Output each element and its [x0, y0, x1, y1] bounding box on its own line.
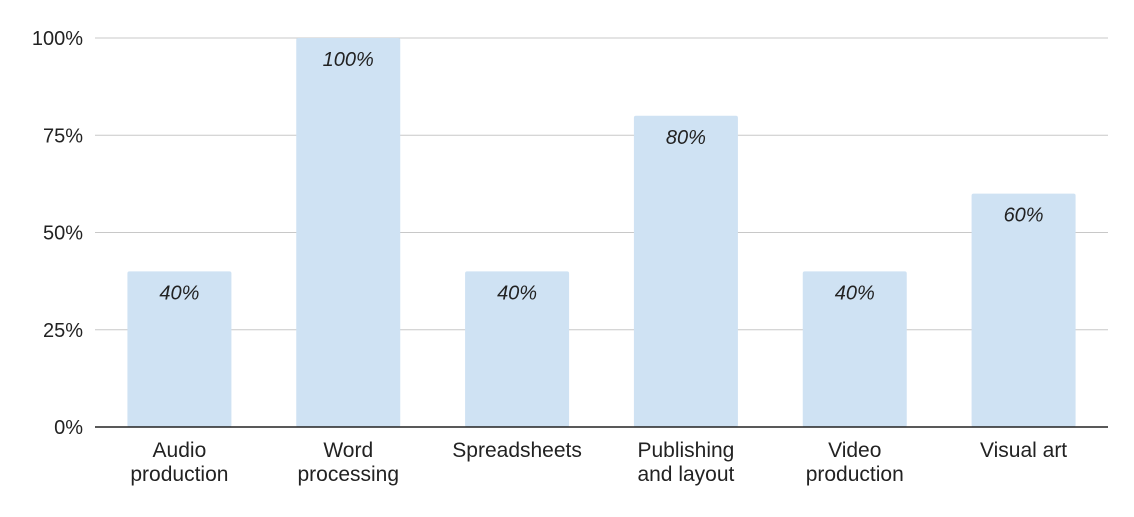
y-tick-label: 100% — [32, 28, 83, 50]
x-category-label-line: Visual art — [980, 439, 1067, 462]
x-category-label: Publishing and layout — [637, 439, 734, 486]
x-category-label-line: and layout — [637, 463, 734, 486]
gridlines — [95, 37, 1108, 331]
bar — [802, 271, 907, 427]
y-axis-tick-labels: 0% 25% 50% 75% 100% — [32, 28, 83, 439]
bar — [127, 271, 232, 427]
x-category-label: Audio production — [130, 439, 228, 486]
x-category-label: Visual art — [980, 439, 1067, 462]
x-category-label-line: Video — [828, 439, 881, 462]
bars — [127, 38, 1076, 428]
data-labels: 40% 100% 40% 80% 40% 60% — [159, 49, 1043, 304]
bar — [296, 38, 401, 427]
bar-value-label: 40% — [497, 282, 537, 304]
x-category-label-line: Publishing — [637, 439, 734, 462]
bar-value-label: 100% — [323, 49, 374, 71]
x-category-label-line: Spreadsheets — [452, 439, 582, 462]
x-category-label-line: Word — [323, 439, 373, 462]
x-category-label: Spreadsheets — [452, 439, 582, 462]
bar — [465, 271, 570, 427]
x-category-label-line: production — [130, 463, 228, 486]
y-tick-label: 75% — [43, 125, 83, 147]
bar-value-label: 80% — [666, 127, 706, 149]
y-tick-label: 0% — [54, 417, 83, 439]
x-category-label: Word processing — [297, 439, 399, 486]
y-tick-label: 50% — [43, 223, 83, 245]
bar-value-label: 40% — [835, 282, 875, 304]
y-tick-label: 25% — [43, 320, 83, 342]
bar-value-label: 40% — [159, 282, 199, 304]
x-category-label-line: processing — [297, 463, 399, 486]
x-category-label-line: Audio — [153, 439, 207, 462]
bar — [633, 115, 738, 428]
x-category-label-line: production — [806, 463, 904, 486]
bar — [971, 193, 1076, 427]
x-category-label: Video production — [806, 439, 904, 486]
bar-value-label: 60% — [1004, 205, 1044, 227]
